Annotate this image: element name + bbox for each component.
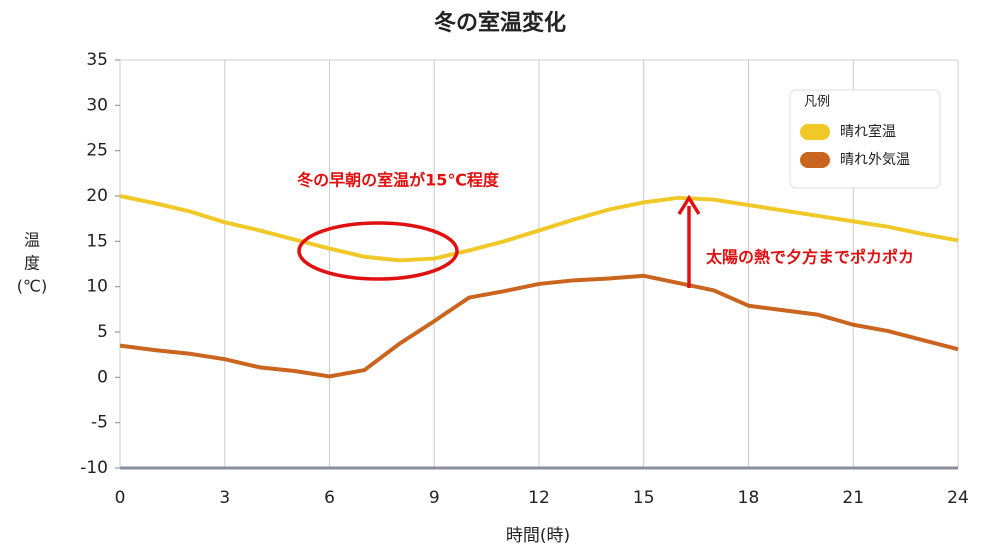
y-tick-label: 0 — [97, 367, 108, 387]
y-tick-label: 10 — [86, 277, 108, 297]
chart-title: 冬の室温変化 — [434, 10, 566, 36]
x-tick-label: 12 — [528, 488, 550, 508]
x-axis-label: 時間(時) — [506, 526, 570, 546]
x-tick-label: 24 — [947, 488, 969, 508]
annotation: 太陽の熱で夕方までポカポカ — [705, 248, 914, 267]
y-tick-label: 30 — [86, 95, 108, 115]
legend-label: 晴れ室温 — [840, 123, 896, 140]
x-tick-label: 9 — [429, 488, 440, 508]
legend-swatch — [800, 152, 830, 168]
y-tick-label: 15 — [86, 231, 108, 251]
y-tick-label: -5 — [91, 413, 108, 433]
y-tick-label: 20 — [86, 186, 108, 206]
y-tick-label: 5 — [97, 322, 108, 342]
arrow-head — [677, 194, 701, 215]
legend-swatch — [800, 124, 830, 140]
highlight-ellipse — [297, 221, 459, 281]
y-tick-label: 35 — [86, 50, 108, 70]
series-line — [119, 273, 959, 379]
x-tick-label: 15 — [633, 488, 655, 508]
x-tick-label: 0 — [115, 488, 126, 508]
y-tick-label: -10 — [80, 458, 108, 478]
x-tick-label: 6 — [324, 488, 335, 508]
x-tick-label: 18 — [738, 488, 760, 508]
annotation: 冬の早朝の室温が15℃程度 — [297, 171, 500, 190]
legend-title: 凡例 — [804, 95, 830, 110]
y-tick-label: 25 — [86, 141, 108, 161]
plot-area: 0 3 6 9 12 15 18 21 24 -10 -5 0 5 10 15 20 25 30 35 — [80, 50, 969, 508]
y-axis-label: 温 — [24, 231, 40, 250]
legend-label: 晴れ外気温 — [840, 152, 910, 168]
y-axis-label: 度 — [24, 254, 40, 273]
series-line — [119, 194, 959, 263]
y-axis-label: (℃) — [17, 277, 47, 296]
x-tick-label: 3 — [219, 488, 230, 508]
x-tick-label: 21 — [842, 488, 864, 508]
